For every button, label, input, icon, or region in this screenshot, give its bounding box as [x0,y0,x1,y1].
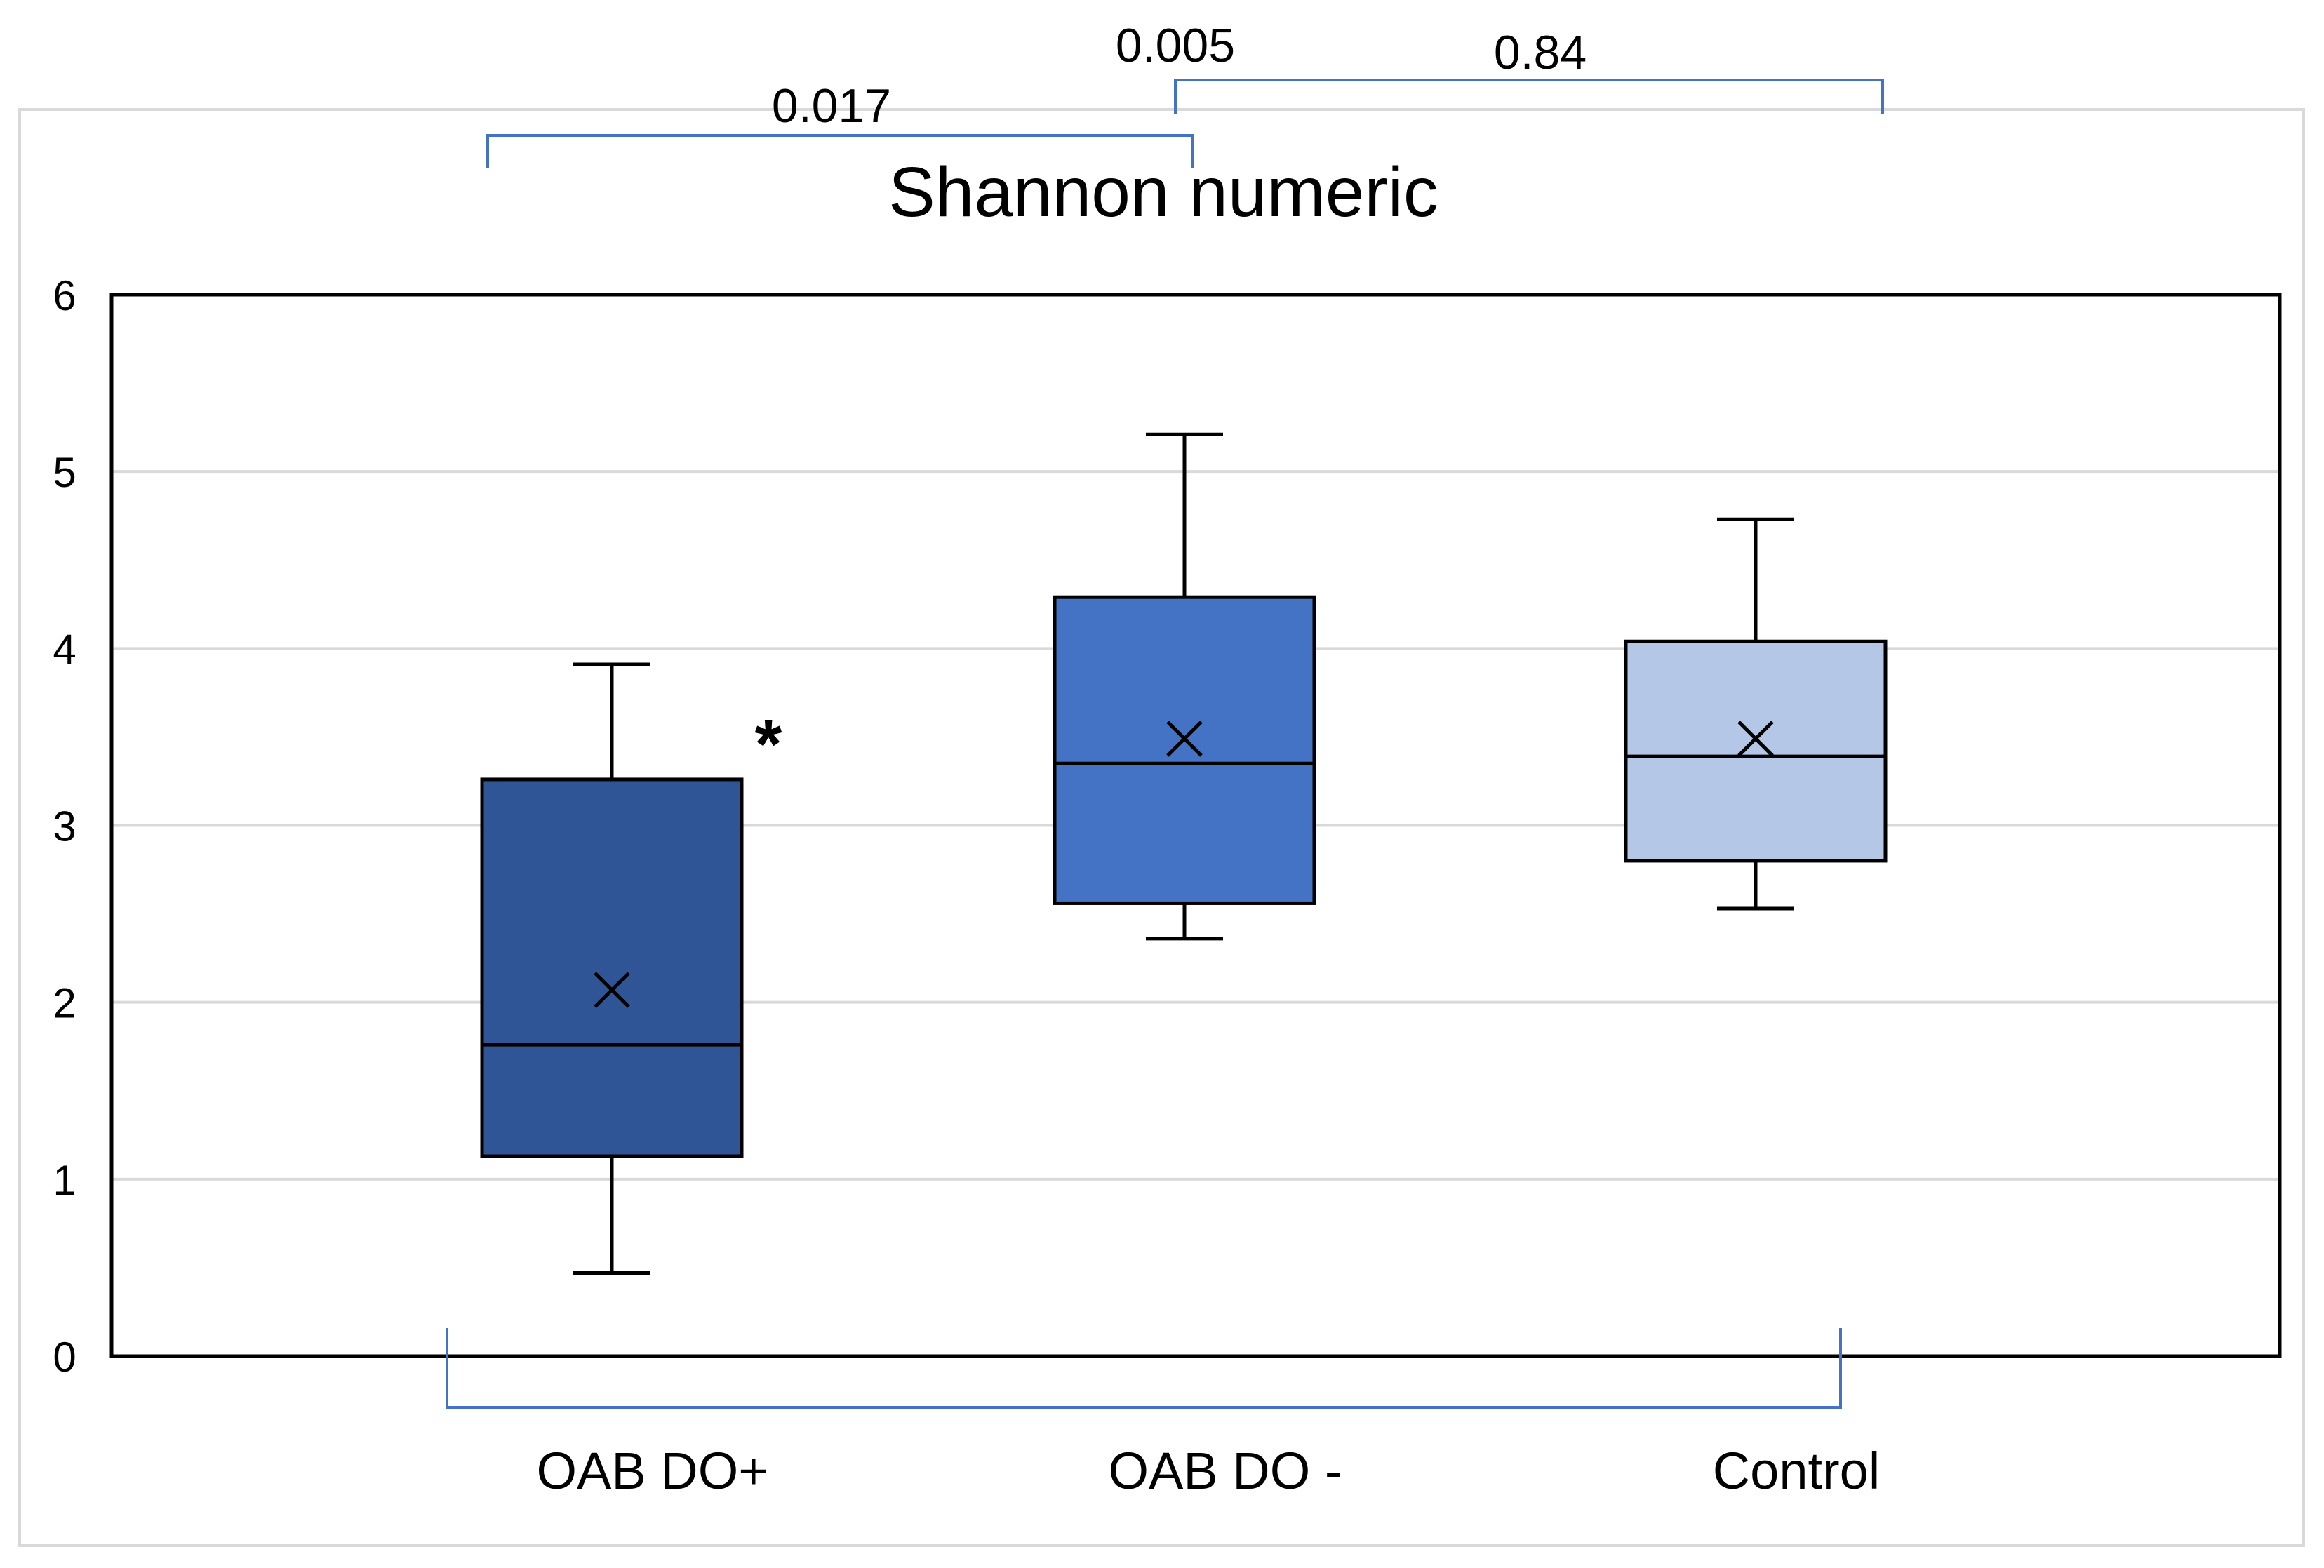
box-1 [480,662,744,1275]
iqr-box [1624,639,1888,863]
chart-outer-frame [18,108,2305,1547]
box-3 [1624,517,1888,911]
iqr-box [1053,595,1316,905]
comparison-bracket [486,134,1194,168]
plot-frame [109,293,2282,1358]
box-2 [1053,432,1316,941]
y-tick-label: 4 [53,626,76,673]
y-tick-label: 0 [53,1334,76,1381]
iqr-box [480,777,744,1158]
y-tick-label: 1 [53,1157,76,1204]
y-tick-label: 3 [53,803,76,850]
mean-marker [1737,721,1774,757]
comparison-bracket [1174,79,1884,114]
significance-asterisk: * [755,705,782,784]
annotation-layer: * 0.017 0.005 0.84 [446,19,1884,1409]
x-axis: OAB DO+ OAB DO - Control [536,1442,1880,1500]
comparison-bracket [446,1328,1842,1409]
mean-marker [594,972,630,1008]
y-axis: 0 1 2 3 4 5 6 [53,272,76,1381]
p-value-label: 0.017 [772,79,891,133]
chart-title: Shannon numeric [888,153,1438,232]
y-tick-label: 5 [53,449,76,496]
p-value-label: 0.005 [1116,19,1235,72]
box-layer [480,432,1888,1275]
x-tick-label: OAB DO+ [536,1442,768,1500]
y-tick-label: 2 [53,980,76,1027]
x-tick-label: OAB DO - [1108,1442,1342,1500]
y-tick-label: 6 [53,272,76,319]
p-value-label: 0.84 [1494,26,1587,79]
x-tick-label: Control [1713,1442,1881,1500]
mean-marker [1166,721,1203,757]
